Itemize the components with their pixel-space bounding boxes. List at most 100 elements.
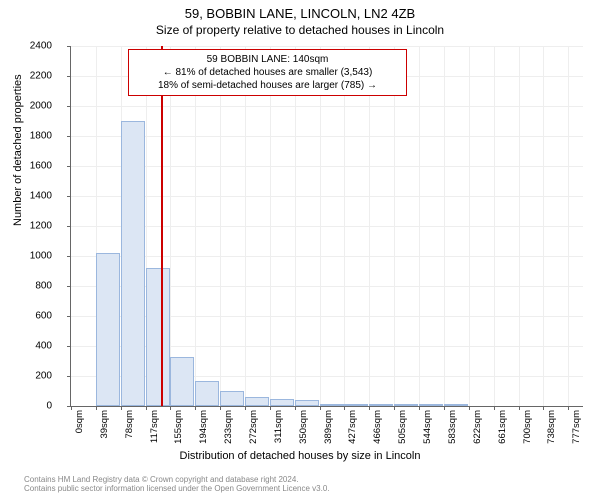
histogram-bar — [320, 404, 344, 406]
xtick-label: 777sqm — [571, 410, 582, 444]
xtick-label: 427sqm — [347, 410, 358, 444]
xtick-mark — [568, 406, 569, 410]
xtick-mark — [121, 406, 122, 410]
grid-line-v — [394, 46, 395, 406]
grid-line-v — [344, 46, 345, 406]
xtick-mark — [96, 406, 97, 410]
grid-line-v — [444, 46, 445, 406]
grid-line-v — [320, 46, 321, 406]
annotation-line3: 18% of semi-detached houses are larger (… — [135, 79, 400, 92]
chart-subtitle: Size of property relative to detached ho… — [0, 21, 600, 37]
grid-line-h — [71, 226, 583, 227]
xtick-label: 0sqm — [74, 410, 85, 433]
ytick-label: 0 — [22, 401, 52, 412]
grid-line-v — [170, 46, 171, 406]
footer-line1: Contains HM Land Registry data © Crown c… — [24, 475, 330, 485]
xtick-mark — [220, 406, 221, 410]
ytick-label: 2000 — [22, 101, 52, 112]
xtick-mark — [494, 406, 495, 410]
grid-line-v — [543, 46, 544, 406]
grid-line-h — [71, 256, 583, 257]
xtick-label: 311sqm — [273, 410, 284, 443]
annotation-box: 59 BOBBIN LANE: 140sqm ← 81% of detached… — [128, 49, 407, 96]
xtick-mark — [270, 406, 271, 410]
histogram-bar — [195, 381, 219, 407]
ytick-label: 800 — [22, 281, 52, 292]
ytick-mark — [67, 256, 71, 257]
ytick-label: 1000 — [22, 251, 52, 262]
histogram-bar — [295, 400, 319, 406]
grid-line-v — [419, 46, 420, 406]
xtick-label: 117sqm — [149, 410, 160, 443]
ytick-mark — [67, 76, 71, 77]
grid-line-h — [71, 106, 583, 107]
chart-title: 59, BOBBIN LANE, LINCOLN, LN2 4ZB — [0, 0, 600, 21]
ytick-mark — [67, 226, 71, 227]
ytick-label: 1600 — [22, 161, 52, 172]
ytick-mark — [67, 46, 71, 47]
ytick-label: 2200 — [22, 71, 52, 82]
histogram-bar — [146, 268, 170, 406]
ytick-label: 200 — [22, 371, 52, 382]
grid-line-v — [270, 46, 271, 406]
xtick-label: 661sqm — [497, 410, 508, 444]
ytick-mark — [67, 166, 71, 167]
annotation-line2: ← 81% of detached houses are smaller (3,… — [135, 66, 400, 79]
xtick-label: 155sqm — [173, 410, 184, 444]
x-axis-label: Distribution of detached houses by size … — [0, 450, 600, 462]
histogram-bar — [394, 404, 418, 406]
xtick-label: 544sqm — [422, 410, 433, 444]
histogram-bar — [121, 121, 145, 406]
xtick-label: 622sqm — [472, 410, 483, 444]
grid-line-h — [71, 196, 583, 197]
ytick-label: 1800 — [22, 131, 52, 142]
ytick-mark — [67, 106, 71, 107]
xtick-mark — [543, 406, 544, 410]
plot: 0sqm39sqm78sqm117sqm155sqm194sqm233sqm27… — [70, 46, 583, 407]
xtick-mark — [344, 406, 345, 410]
xtick-mark — [170, 406, 171, 410]
grid-line-h — [71, 136, 583, 137]
histogram-bar — [220, 391, 244, 406]
xtick-mark — [245, 406, 246, 410]
histogram-bar — [344, 404, 368, 406]
ytick-mark — [67, 346, 71, 347]
xtick-label: 78sqm — [124, 410, 135, 439]
xtick-mark — [295, 406, 296, 410]
ytick-mark — [67, 376, 71, 377]
ytick-label: 600 — [22, 311, 52, 322]
footer-line2: Contains public sector information licen… — [24, 484, 330, 494]
xtick-label: 194sqm — [198, 410, 209, 444]
ytick-label: 2400 — [22, 41, 52, 52]
ytick-label: 1200 — [22, 221, 52, 232]
xtick-mark — [394, 406, 395, 410]
histogram-bar — [270, 399, 294, 407]
marker-line — [161, 46, 163, 406]
xtick-mark — [71, 406, 72, 410]
histogram-bar — [245, 397, 269, 406]
y-axis-label: Number of detached properties — [12, 74, 24, 226]
grid-line-v — [519, 46, 520, 406]
xtick-mark — [146, 406, 147, 410]
grid-line-v — [568, 46, 569, 406]
grid-line-v — [494, 46, 495, 406]
grid-line-v — [369, 46, 370, 406]
xtick-mark — [444, 406, 445, 410]
xtick-label: 738sqm — [546, 410, 557, 444]
xtick-mark — [195, 406, 196, 410]
histogram-bar — [170, 357, 194, 407]
grid-line-v — [245, 46, 246, 406]
grid-line-v — [220, 46, 221, 406]
xtick-mark — [469, 406, 470, 410]
xtick-label: 583sqm — [447, 410, 458, 444]
xtick-label: 389sqm — [323, 410, 334, 444]
annotation-line1: 59 BOBBIN LANE: 140sqm — [135, 53, 400, 66]
grid-line-v — [195, 46, 196, 406]
xtick-label: 272sqm — [248, 410, 259, 444]
xtick-label: 233sqm — [223, 410, 234, 444]
ytick-mark — [67, 196, 71, 197]
ytick-label: 400 — [22, 341, 52, 352]
ytick-label: 1400 — [22, 191, 52, 202]
xtick-label: 700sqm — [522, 410, 533, 444]
histogram-bar — [444, 404, 468, 406]
